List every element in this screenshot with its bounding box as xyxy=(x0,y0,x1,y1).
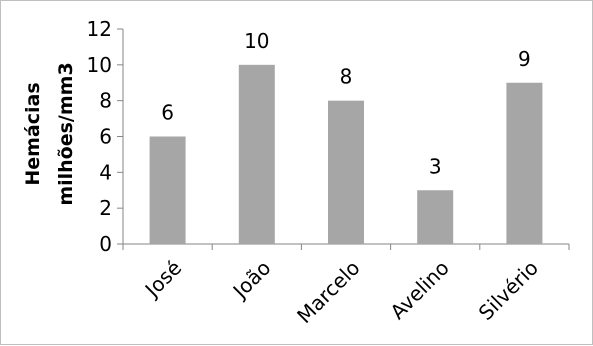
y-axis-title-line-2: milhões/mm3 xyxy=(55,62,77,205)
bar-marcelo xyxy=(328,100,364,245)
bar-avelino xyxy=(417,190,454,244)
y-axis-title-line-1: Hemácias xyxy=(22,82,44,185)
data-label: 10 xyxy=(244,29,269,53)
x-category-label: Avelino xyxy=(385,256,453,324)
y-tick-label: 10 xyxy=(87,53,112,77)
x-category-label: Marcelo xyxy=(292,256,364,328)
x-category-label: José xyxy=(139,256,186,303)
bar-josé xyxy=(149,136,186,244)
data-label: 3 xyxy=(429,154,442,178)
x-category-label: Silvério xyxy=(474,256,543,325)
bar-silvério xyxy=(506,82,543,244)
y-tick-label: 4 xyxy=(99,160,112,184)
bars xyxy=(149,64,543,245)
axes: 0 2 4 6 8 10 12 xyxy=(87,17,570,256)
y-tick-label: 12 xyxy=(87,17,112,41)
y-axis-title: Hemácias milhões/mm3 xyxy=(22,62,77,205)
data-label: 6 xyxy=(161,101,174,125)
y-tick-label: 8 xyxy=(99,89,112,113)
bar-joão xyxy=(238,64,275,244)
x-category-label: João xyxy=(227,256,276,305)
y-tick-label: 0 xyxy=(99,232,112,256)
data-label: 9 xyxy=(518,47,531,71)
y-tick-label: 6 xyxy=(99,125,112,149)
data-label: 8 xyxy=(340,65,353,89)
y-tick-label: 2 xyxy=(99,196,112,220)
